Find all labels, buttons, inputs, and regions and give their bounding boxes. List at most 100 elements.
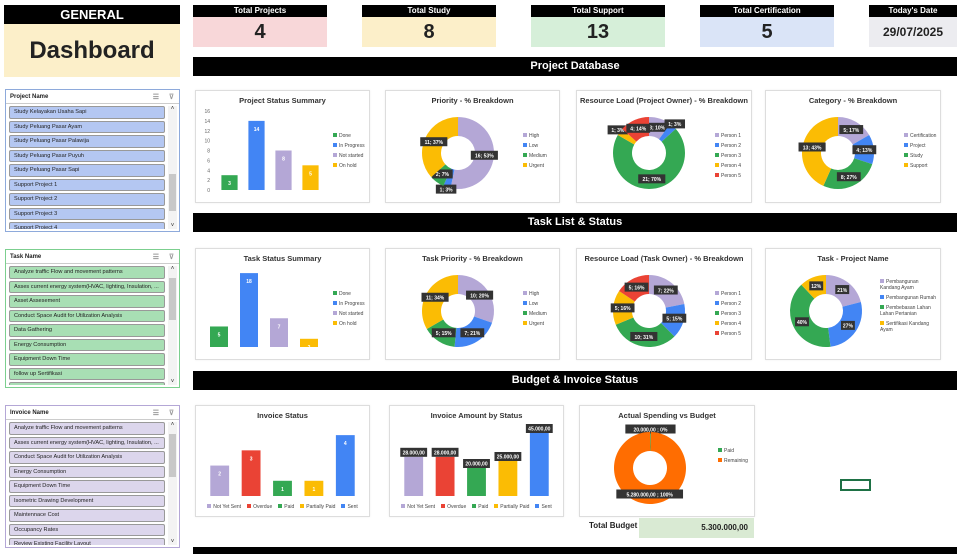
- scroll-down-icon[interactable]: ˅: [170, 379, 175, 385]
- selected-cell[interactable]: [840, 479, 871, 491]
- slicer-item[interactable]: Interview Facility Users: [9, 382, 165, 385]
- slicer-item[interactable]: Support Project 1: [9, 178, 165, 191]
- legend-item: Pembebasan Lahan Lahan Pertanian: [880, 305, 938, 317]
- bar: [498, 461, 518, 496]
- scrollbar-thumb[interactable]: [169, 173, 176, 211]
- slicer-item[interactable]: Study Peluang Pasar Ayam: [9, 120, 165, 133]
- section-budget-invoice: Budget & Invoice Status: [193, 371, 957, 390]
- legend-swatch: [718, 458, 722, 462]
- legend-swatch: [880, 295, 884, 299]
- legend-swatch: [523, 133, 527, 137]
- clear-filter-icon[interactable]: ⊽: [168, 410, 174, 417]
- slicer-item[interactable]: Study Peluang Pasar Sapi: [9, 164, 165, 177]
- data-label: 21; 70%: [642, 177, 661, 183]
- data-label-box: [662, 313, 687, 323]
- legend-item: Project: [904, 143, 936, 149]
- legend-label: Pembangunan Rumah: [886, 295, 937, 301]
- slicer-item[interactable]: Asses current energy system(HVAC, lighti…: [9, 280, 165, 293]
- slicer-item[interactable]: Conduct Space Audit for Utilization Anal…: [9, 451, 165, 464]
- invoice-name-slicer[interactable]: Invoice Name ☰ ⊽ Analyze traffic Flow and m…: [5, 405, 180, 548]
- kpi-label: Total Support: [531, 5, 665, 17]
- legend-swatch: [523, 311, 527, 315]
- slicer-item[interactable]: Data Gathering: [9, 324, 165, 337]
- chart-title: Invoice Status: [257, 411, 308, 420]
- slicer-item[interactable]: Analyze traffic Flow and movement patter…: [9, 266, 165, 279]
- legend-item: Person 3: [715, 153, 741, 159]
- slicer-item[interactable]: Conduct Space Audit for Utilization Anal…: [9, 309, 165, 322]
- chart-plot: 28.000,00 28.000,00 20.000,00 25.000,00 45.0…: [400, 424, 553, 496]
- clear-filter-icon[interactable]: ⊽: [168, 94, 174, 101]
- legend-label: Person 5: [721, 331, 742, 337]
- slicer-item[interactable]: Energy Consumption: [9, 338, 165, 351]
- scrollbar-thumb[interactable]: [169, 434, 176, 478]
- scrollbar-thumb[interactable]: [169, 277, 176, 320]
- legend-label: Pembebasan Lahan Lahan Pertanian: [880, 305, 931, 317]
- kpi-label: Total Certification: [700, 5, 834, 17]
- slicer-item[interactable]: Support Project 2: [9, 193, 165, 206]
- legend-item: High: [523, 133, 547, 139]
- legend-label: High: [529, 291, 540, 297]
- data-label: 45.000,00: [528, 427, 550, 433]
- scroll-down-icon[interactable]: ˅: [170, 539, 175, 545]
- project-name-slicer[interactable]: Project Name ☰ ⊽ Study Kelayakan Usaha Sapi…: [5, 89, 180, 232]
- slicer-item[interactable]: Equipment Down Time: [9, 480, 165, 493]
- slicer-item[interactable]: Study Kelayakan Usaha Sapi: [9, 106, 165, 119]
- slicer-item[interactable]: Energy Consumption: [9, 465, 165, 478]
- slicer-item[interactable]: Review Existing Facility Layout: [9, 538, 165, 545]
- legend-item: Sent: [341, 504, 358, 510]
- legend-item: Remaining: [718, 458, 748, 464]
- chart-plot: 5; 17% 4; 13% 8; 27% 13; 43%: [798, 117, 877, 189]
- slicer-item[interactable]: follow up Sertifikasi: [9, 367, 165, 380]
- scrollbar[interactable]: ˄ ˅: [168, 422, 177, 545]
- legend-item: Low: [523, 143, 547, 149]
- slicer-item[interactable]: Study Peluang Pasar Puyuh: [9, 149, 165, 162]
- legend-item: On hold: [333, 163, 365, 169]
- multi-select-icon[interactable]: ☰: [152, 410, 159, 417]
- y-tick-label: 8: [207, 149, 210, 155]
- scroll-up-icon[interactable]: ˄: [170, 422, 175, 428]
- slicer-item[interactable]: Support Project 3: [9, 207, 165, 220]
- scroll-up-icon[interactable]: ˄: [170, 266, 175, 272]
- data-label: 27%: [843, 324, 854, 330]
- slicer-title: Invoice Name: [10, 410, 49, 416]
- data-label: 20.000,00 ; 0%: [633, 427, 667, 433]
- data-label: 1; 3%: [611, 128, 625, 134]
- task-name-slicer[interactable]: Task Name ☰ ⊽ Analyze traffic Flow and move…: [5, 249, 180, 388]
- total-budget-value: 5.300.000,00: [639, 518, 754, 538]
- chart-legend: Done In Progress Not started On hold: [333, 291, 365, 331]
- slicer-item[interactable]: Asset Assesement: [9, 295, 165, 308]
- section-project-database: Project Database: [193, 57, 957, 76]
- legend-swatch: [333, 311, 337, 315]
- multi-select-icon[interactable]: ☰: [152, 94, 159, 101]
- scroll-down-icon[interactable]: ˅: [170, 223, 175, 229]
- slicer-item[interactable]: Maintennace Cost: [9, 509, 165, 522]
- legend-swatch: [278, 504, 283, 508]
- chart-plot: 2 3 1 1 4: [210, 435, 355, 496]
- data-label: 8; 27%: [841, 175, 857, 181]
- slicer-item[interactable]: Support Project 4: [9, 222, 165, 229]
- multi-select-icon[interactable]: ☰: [152, 254, 159, 261]
- data-label: 3: [228, 181, 231, 187]
- data-label: 28.000,00: [403, 450, 425, 456]
- slicer-item[interactable]: Asses current energy system(HVAC, lighti…: [9, 436, 165, 449]
- legend-item: Pembangunan Kandang Ayam: [880, 279, 938, 291]
- scroll-up-icon[interactable]: ˄: [170, 106, 175, 112]
- y-tick-label: 6: [207, 158, 210, 164]
- legend-label: Not started: [339, 153, 364, 159]
- slicer-item[interactable]: Isometric Drawing Development: [9, 494, 165, 507]
- slicer-item[interactable]: Equipment Down Time: [9, 353, 165, 366]
- slicer-item[interactable]: Occupancy Rates: [9, 523, 165, 536]
- legend-item: Partially Paid: [300, 504, 335, 510]
- clear-filter-icon[interactable]: ⊽: [168, 254, 174, 261]
- data-label-box: [624, 282, 649, 292]
- chart-title: Category - % Breakdown: [808, 96, 898, 105]
- bar: [270, 318, 288, 347]
- legend-label: Sertifikasi Kandang Ayam: [880, 321, 930, 333]
- data-label: 8: [282, 157, 285, 163]
- scrollbar[interactable]: ˄ ˅: [168, 266, 177, 385]
- slicer-item[interactable]: Analyze traffic Flow and movement patter…: [9, 422, 165, 435]
- legend-swatch: [333, 143, 337, 147]
- slicer-item[interactable]: Study Peluang Pasar Palawija: [9, 135, 165, 148]
- scrollbar[interactable]: ˄ ˅: [168, 106, 177, 229]
- legend-item: Person 2: [715, 143, 741, 149]
